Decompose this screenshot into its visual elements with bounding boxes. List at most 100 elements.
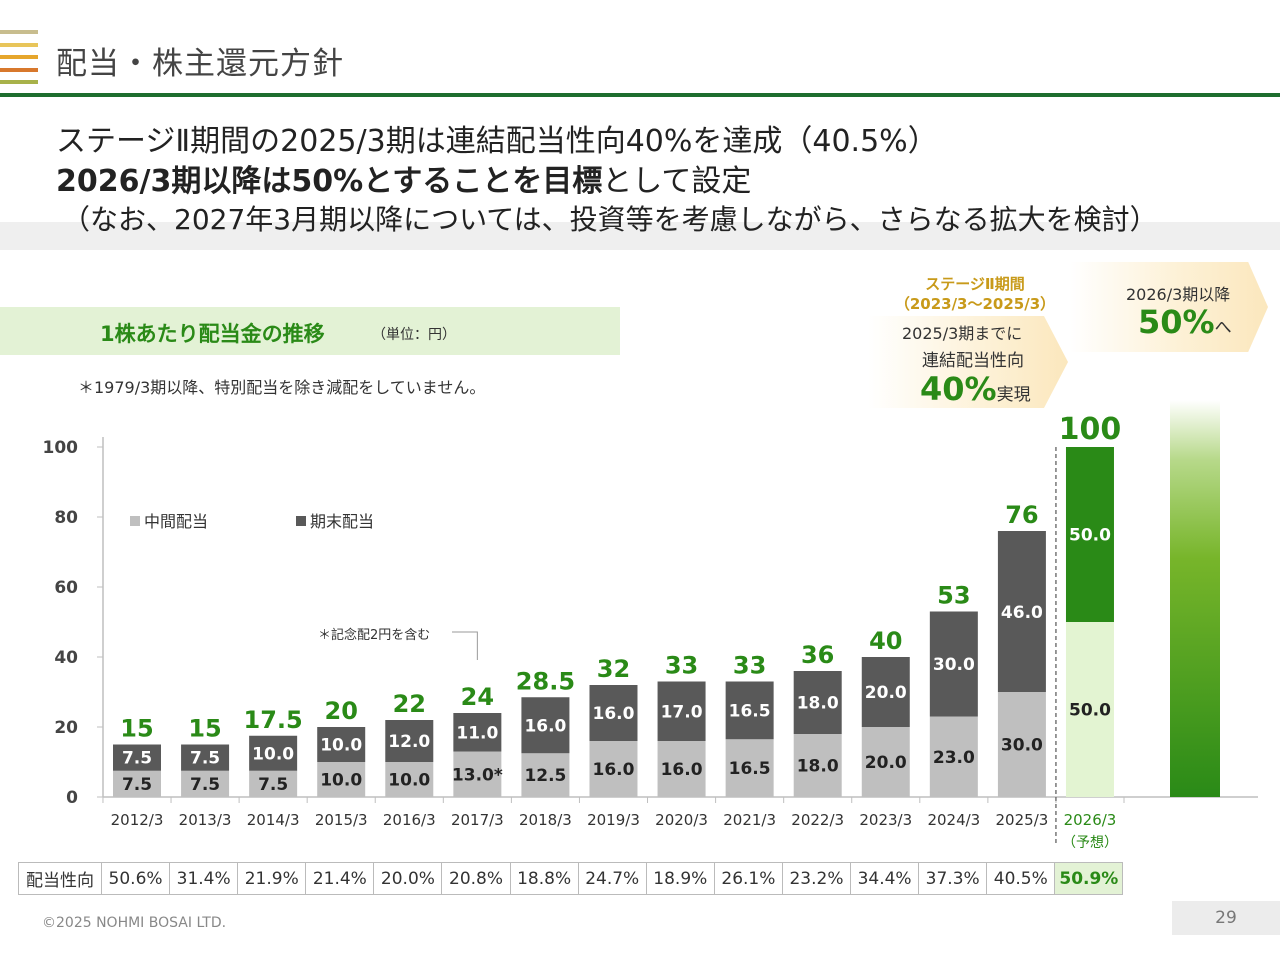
x-tick-label: 2019/3 [587, 811, 640, 829]
stage-period: （2023/3〜2025/3） [894, 295, 1056, 313]
payout-ratio-header: 配当性向 [18, 862, 102, 895]
headline-band [0, 222, 1280, 250]
x-tick-label: 2012/3 [111, 811, 164, 829]
legend-swatch-final [296, 516, 306, 526]
label-interim: 20.0 [865, 753, 907, 773]
label-final: 46.0 [1001, 603, 1043, 623]
chart-labels: 7.5 7.5 15 2012/3 7.5 7.5 15 2013/3 7.5 10.0 17.5 2… [111, 412, 1122, 851]
y-tick-label: 20 [54, 718, 78, 738]
label-final: 20.0 [865, 683, 907, 703]
label-final: 16.0 [524, 716, 566, 736]
page-number: 29 [1172, 901, 1280, 935]
total-label: 15 [188, 715, 221, 743]
x-tick-label: 2017/3 [451, 811, 504, 829]
label-interim: 23.0 [933, 748, 975, 768]
bar-interim [249, 770, 298, 797]
bar-interim [793, 734, 842, 797]
bar-interim [725, 739, 774, 797]
label-interim: 18.0 [797, 757, 839, 777]
commemorative-dividend-note: ＊記念配2円を含む [318, 628, 431, 643]
total-label: 28.5 [516, 667, 575, 695]
chart-unit: （単位：円） [372, 327, 456, 343]
chart-note: ＊1979/3期以降、特別配当を除き減配をしていません。 [78, 378, 486, 397]
total-label: 40 [869, 627, 902, 655]
bar-interim [317, 762, 366, 797]
future-line-1: 2026/3期以降 [1126, 285, 1231, 304]
label-interim: 16.0 [593, 760, 635, 780]
stage-value-number: 40% [920, 370, 997, 408]
payout-ratio-cell: 18.9% [645, 862, 715, 895]
payout-ratio-table: 配当性向 50.6% 31.4% 21.9% 21.4% 20.0% 20.8% 18.8%… [18, 862, 1124, 895]
stripe [0, 55, 38, 59]
x-tick-label: 2016/3 [383, 811, 436, 829]
label-final: 7.5 [122, 749, 152, 769]
bar-final [453, 713, 502, 752]
payout-ratio-cell: 20.8% [441, 862, 511, 895]
title-divider [0, 93, 1280, 97]
total-label: 24 [461, 683, 494, 711]
bar-final [725, 681, 774, 740]
bar-final [317, 727, 366, 762]
x-tick-sublabel: （予想） [1062, 835, 1118, 851]
payout-ratio-cell: 23.2% [781, 862, 852, 895]
bar-interim [657, 741, 706, 797]
payout-ratio-cell: 21.9% [237, 862, 307, 895]
y-tick-label: 0 [66, 788, 78, 808]
bar-final [589, 685, 638, 741]
stripe [0, 67, 38, 72]
bar-interim [453, 751, 502, 797]
bar-interim [997, 692, 1046, 797]
bar-final [657, 681, 706, 741]
payout-ratio-cell: 34.4% [850, 862, 920, 895]
future-arrow-callout [1070, 262, 1268, 352]
bar-interim [1065, 622, 1114, 797]
bar-interim [521, 753, 570, 797]
x-tick-label: 2018/3 [519, 811, 572, 829]
bar-final [113, 744, 161, 771]
x-tick-label: 2014/3 [247, 811, 300, 829]
legend-interim: 中間配当 [130, 508, 208, 532]
future-value-suffix: へ [1214, 318, 1232, 338]
stage-title: ステージⅡ期間 [925, 275, 1025, 293]
bar-final [861, 657, 910, 727]
label-interim: 7.5 [122, 775, 152, 795]
legend-label-interim: 中間配当 [144, 512, 209, 531]
payout-ratio-cell: 24.7% [577, 862, 647, 895]
x-tick-label: 2021/3 [723, 811, 776, 829]
headline-line-3: （なお、2027年3月期以降については、投資等を考慮しながら、さらなる拡大を検討… [62, 203, 1158, 236]
chart-axes: 0 20 40 60 80 100 [43, 437, 1258, 845]
total-label: 53 [937, 582, 970, 610]
stage-value: 40%実現 [920, 370, 1031, 408]
annotation-connector [452, 631, 478, 660]
bar-final [181, 744, 230, 771]
page-title: 配当・株主還元方針 [56, 46, 344, 82]
x-tick-label: 2022/3 [791, 811, 844, 829]
total-label: 100 [1059, 412, 1122, 447]
y-tick-label: 40 [54, 648, 78, 668]
copyright: ©2025 NOHMI BOSAI LTD. [42, 915, 227, 931]
section-band [0, 307, 620, 355]
bar-final [997, 531, 1046, 692]
total-label: 20 [325, 697, 358, 725]
future-value: 50%へ [1138, 303, 1232, 341]
label-interim: 13.0* [452, 765, 503, 785]
payout-ratio-row: 配当性向 50.6% 31.4% 21.9% 21.4% 20.0% 20.8% 18.8%… [18, 862, 1124, 895]
label-interim: 10.0 [320, 771, 362, 791]
label-interim: 12.5 [524, 766, 566, 786]
payout-ratio-cell: 20.0% [373, 862, 443, 895]
label-final: 18.0 [797, 694, 839, 714]
y-tick-label: 60 [54, 578, 78, 598]
x-tick-label: 2025/3 [996, 811, 1049, 829]
headline-line-1: ステージⅡ期間の2025/3期は連結配当性向40%を達成（40.5%） [56, 124, 938, 159]
stage-line-1: 2025/3期までに [902, 324, 1023, 343]
total-label: 76 [1005, 501, 1038, 529]
label-interim: 7.5 [190, 775, 220, 795]
label-final: 17.0 [661, 702, 703, 722]
bar-final [249, 735, 298, 771]
x-tick-label: 2015/3 [315, 811, 368, 829]
payout-ratio-cell: 26.1% [713, 862, 783, 895]
growth-gradient-bar [1170, 400, 1220, 797]
stage-callout-title: ステージⅡ期間 （2023/3〜2025/3） [880, 274, 1070, 314]
payout-ratio-cell: 40.5% [986, 862, 1056, 895]
headline-line-2-bold: 2026/3期以降は50%とすることを目標 [56, 164, 603, 199]
